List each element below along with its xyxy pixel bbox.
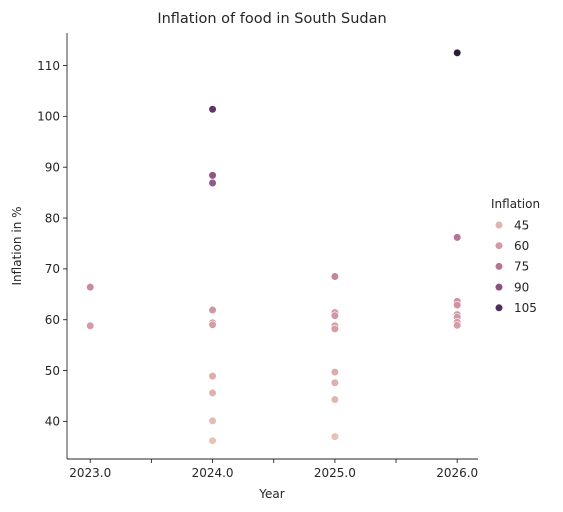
y-tick-label: 110 bbox=[37, 59, 60, 73]
data-point bbox=[453, 48, 462, 57]
legend-label: 45 bbox=[514, 218, 529, 232]
y-tick-label: 40 bbox=[45, 415, 60, 429]
x-ticks: 2023.0 2024.0 2025.0 2026.0 bbox=[69, 459, 478, 480]
y-tick-label: 60 bbox=[45, 313, 60, 327]
legend-title: Inflation bbox=[491, 197, 540, 211]
legend-entries: 45 60 75 90 105 bbox=[494, 218, 537, 315]
data-point bbox=[330, 378, 339, 387]
legend-marker bbox=[494, 283, 504, 292]
data-point bbox=[208, 171, 217, 180]
y-ticks: 40 50 60 70 80 90 100 110 bbox=[37, 59, 67, 429]
data-point bbox=[208, 178, 217, 188]
x-axis-title: Year bbox=[258, 487, 284, 501]
data-point bbox=[453, 300, 462, 310]
data-point bbox=[330, 311, 339, 320]
data-point bbox=[208, 436, 217, 445]
data-point bbox=[86, 283, 95, 292]
y-tick-label: 80 bbox=[45, 211, 60, 225]
y-axis-title: Inflation in % bbox=[10, 206, 24, 285]
x-tick-label: 2026.0 bbox=[436, 466, 478, 480]
legend-marker bbox=[494, 241, 504, 250]
chart-title: Inflation of food in South Sudan bbox=[157, 11, 386, 27]
legend-label: 60 bbox=[514, 239, 529, 253]
legend-marker bbox=[494, 262, 504, 271]
legend-marker bbox=[494, 303, 504, 312]
data-point bbox=[330, 432, 339, 441]
legend-label: 105 bbox=[514, 301, 537, 315]
data-point bbox=[330, 367, 339, 377]
x-tick-label: 2025.0 bbox=[314, 466, 356, 480]
legend-marker bbox=[494, 220, 504, 230]
legend-label: 75 bbox=[514, 260, 529, 274]
data-points bbox=[86, 48, 462, 445]
data-point bbox=[208, 416, 217, 425]
y-tick-label: 70 bbox=[45, 262, 60, 276]
data-point bbox=[453, 233, 462, 242]
data-point bbox=[208, 320, 217, 329]
data-point bbox=[208, 388, 217, 398]
data-point bbox=[330, 272, 339, 281]
legend: Inflation 45 60 75 90 105 bbox=[491, 197, 540, 315]
legend-label: 90 bbox=[514, 280, 529, 294]
data-point bbox=[208, 305, 217, 315]
data-point bbox=[453, 321, 462, 330]
data-point bbox=[330, 324, 339, 333]
data-point bbox=[86, 321, 95, 330]
y-tick-label: 100 bbox=[37, 110, 60, 124]
x-tick-label: 2023.0 bbox=[69, 466, 111, 480]
y-tick-label: 50 bbox=[45, 364, 60, 378]
x-tick-label: 2024.0 bbox=[192, 466, 234, 480]
data-point bbox=[208, 105, 217, 114]
data-point bbox=[330, 395, 339, 404]
y-tick-label: 90 bbox=[45, 161, 60, 175]
data-point bbox=[208, 372, 217, 381]
